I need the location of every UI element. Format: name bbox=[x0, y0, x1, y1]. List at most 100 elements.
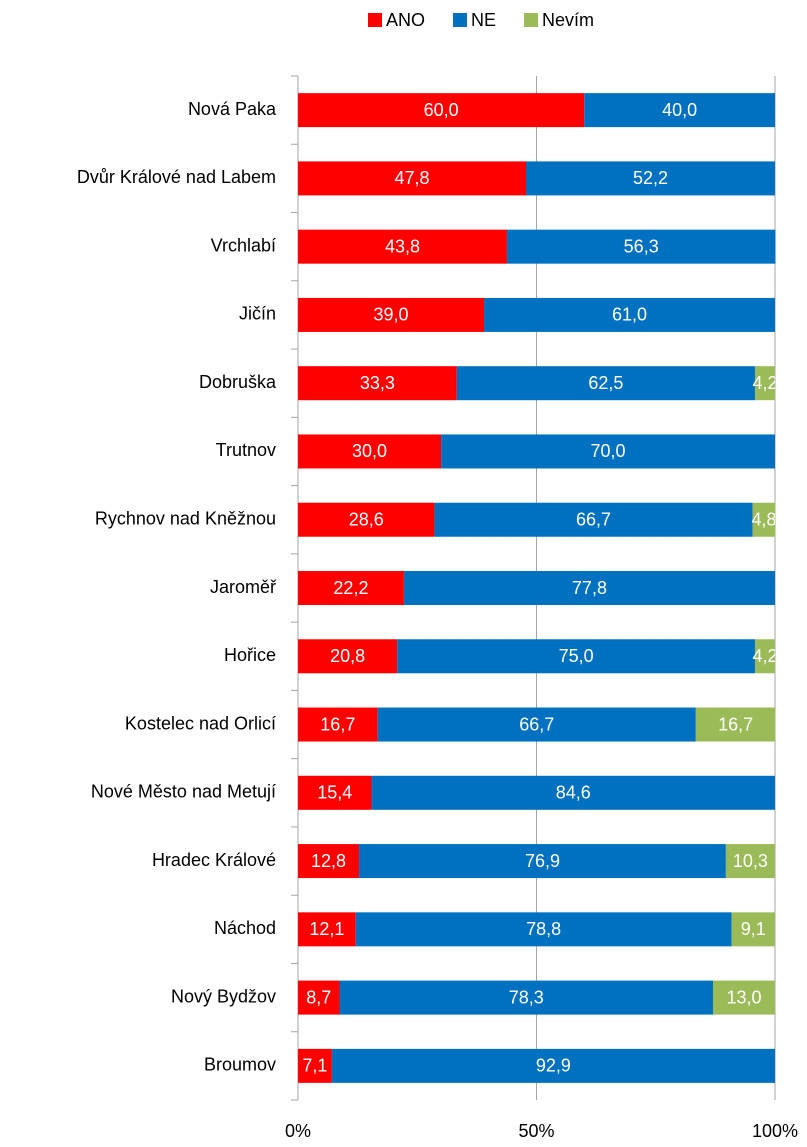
data-label: 33,3 bbox=[360, 373, 395, 393]
data-label: 61,0 bbox=[612, 305, 647, 325]
y-tick-label: Vrchlabí bbox=[211, 235, 276, 255]
bar-segment bbox=[754, 366, 775, 401]
x-tick-label: 100% bbox=[752, 1121, 798, 1141]
legend-label: Nevím bbox=[542, 10, 594, 30]
bar-segment bbox=[371, 775, 775, 810]
bar-segment bbox=[434, 502, 753, 537]
legend-swatch bbox=[524, 13, 539, 27]
data-label: 76,9 bbox=[525, 851, 560, 871]
legend-swatch bbox=[453, 13, 468, 27]
data-label: 47,8 bbox=[394, 168, 429, 188]
bar-segment bbox=[377, 707, 696, 742]
data-label: 78,3 bbox=[509, 987, 544, 1007]
y-tick-label: Broumov bbox=[204, 1055, 276, 1075]
data-label: 4,2 bbox=[752, 373, 777, 393]
bar-segment bbox=[456, 366, 755, 401]
y-tick-label: Hradec Králové bbox=[152, 850, 276, 870]
bar-segment bbox=[331, 1048, 775, 1083]
data-label: 78,8 bbox=[526, 919, 561, 939]
data-label: 16,7 bbox=[718, 714, 753, 734]
data-label: 52,2 bbox=[633, 168, 668, 188]
data-label: 16,7 bbox=[320, 714, 355, 734]
bar-segment bbox=[298, 912, 356, 947]
data-label: 30,0 bbox=[352, 441, 387, 461]
bar-segment bbox=[298, 707, 378, 742]
data-label: 60,0 bbox=[424, 100, 459, 120]
y-tick-label: Dvůr Králové nad Labem bbox=[77, 167, 276, 187]
bar-segment bbox=[339, 980, 713, 1015]
data-label: 39,0 bbox=[373, 305, 408, 325]
bar-segment bbox=[695, 707, 776, 742]
y-tick-label: Hořice bbox=[224, 645, 276, 665]
bar-segment bbox=[298, 980, 340, 1015]
bar-segment bbox=[298, 571, 404, 605]
y-tick-label: Nový Bydžov bbox=[171, 986, 276, 1006]
bar-segment bbox=[298, 161, 527, 196]
data-label: 13,0 bbox=[726, 987, 761, 1007]
data-label: 43,8 bbox=[385, 236, 420, 256]
bar-segment bbox=[731, 912, 775, 947]
y-tick-label: Jaroměř bbox=[210, 577, 277, 597]
data-label: 7,1 bbox=[302, 1056, 327, 1076]
bar-segment bbox=[397, 639, 755, 674]
y-tick-label: Nová Paka bbox=[188, 99, 277, 119]
bar-segment bbox=[712, 980, 775, 1015]
data-label: 10,3 bbox=[733, 851, 768, 871]
bar-segment bbox=[298, 93, 585, 128]
y-tick-label: Jičín bbox=[239, 304, 276, 324]
x-tick-label: 50% bbox=[518, 1121, 554, 1141]
legend-label: NE bbox=[471, 10, 496, 30]
data-label: 12,8 bbox=[311, 851, 346, 871]
y-tick-label: Dobruška bbox=[199, 372, 277, 392]
x-tick-label: 0% bbox=[285, 1121, 311, 1141]
data-label: 9,1 bbox=[741, 919, 766, 939]
y-tick-label: Náchod bbox=[214, 918, 276, 938]
data-label: 12,1 bbox=[309, 919, 344, 939]
legend-label: ANO bbox=[386, 10, 425, 30]
data-label: 22,2 bbox=[333, 578, 368, 598]
data-label: 4,2 bbox=[752, 646, 777, 666]
bar-segment bbox=[298, 297, 485, 332]
data-label: 92,9 bbox=[536, 1056, 571, 1076]
bar-segment bbox=[484, 297, 775, 332]
bar-segment bbox=[355, 912, 732, 947]
bar-segment bbox=[526, 161, 775, 196]
data-label: 70,0 bbox=[591, 441, 626, 461]
bar-segment bbox=[752, 502, 776, 537]
bar-segment bbox=[298, 775, 372, 810]
bar-segment bbox=[506, 229, 776, 264]
bar-segment bbox=[441, 434, 775, 469]
data-label: 15,4 bbox=[317, 783, 352, 803]
data-label: 20,8 bbox=[330, 646, 365, 666]
data-label: 56,3 bbox=[624, 236, 659, 256]
data-label: 8,7 bbox=[306, 987, 331, 1007]
bar-segment bbox=[298, 1048, 332, 1083]
bar-segment bbox=[298, 844, 360, 879]
data-label: 28,6 bbox=[349, 509, 384, 529]
y-tick-label: Kostelec nad Orlicí bbox=[125, 713, 276, 733]
bar-segment bbox=[359, 844, 726, 879]
data-label: 75,0 bbox=[559, 646, 594, 666]
bar-segment bbox=[754, 639, 775, 674]
bar-segment bbox=[298, 502, 435, 537]
bar-segment bbox=[298, 366, 457, 401]
y-tick-label: Trutnov bbox=[216, 440, 276, 460]
data-label: 66,7 bbox=[519, 714, 554, 734]
legend-swatch bbox=[368, 13, 382, 27]
data-label: 62,5 bbox=[588, 373, 623, 393]
bar-segment bbox=[725, 844, 775, 879]
data-label: 4,8 bbox=[752, 509, 777, 529]
bar-segment bbox=[403, 571, 775, 605]
data-label: 77,8 bbox=[572, 578, 607, 598]
data-labels: 60,0 40,0 47,8 52,2 43,8 56,3 39,0 61,0 33,3 62,5… bbox=[302, 100, 777, 1076]
bar-segment bbox=[298, 229, 507, 264]
bar-segment bbox=[298, 434, 442, 469]
bar-segment bbox=[298, 639, 398, 674]
bar-segment bbox=[584, 93, 775, 128]
data-label: 66,7 bbox=[576, 509, 611, 529]
data-label: 40,0 bbox=[662, 100, 697, 120]
data-label: 84,6 bbox=[556, 783, 591, 803]
y-tick-label: Nové Město nad Metují bbox=[91, 782, 276, 802]
y-tick-label: Rychnov nad Kněžnou bbox=[95, 508, 276, 528]
